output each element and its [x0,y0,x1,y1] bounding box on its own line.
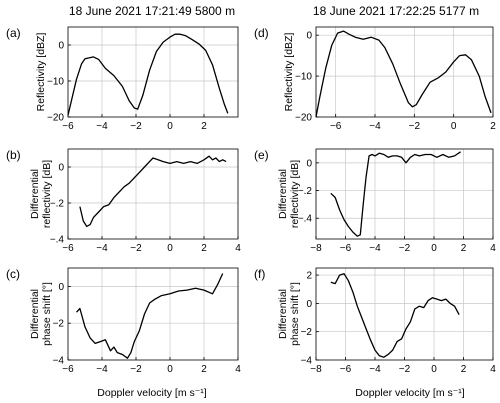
left-x-axis-label: Doppler velocity [m s⁻¹] [97,387,206,399]
x-tick-label: 2 [201,121,207,132]
x-tick-label: 2 [201,364,207,375]
panel-d-line [315,30,492,118]
y-tick-label: −2 [53,319,65,330]
x-tick-label: −4 [96,364,108,375]
right-x-axis-label: Doppler velocity [m s⁻¹] [355,387,464,399]
panel-f-label: (f) [254,267,265,281]
y-tick-label: 0 [58,163,64,174]
panel-e-y-axis-label: reflectivity [dB] [289,160,301,228]
left-column-title: 18 June 2021 17:21:49 5800 m [69,4,235,18]
x-tick-label: −4 [96,243,108,254]
panel-e-y-axis-label: Differential [277,169,289,219]
x-tick-label: −6 [330,121,342,132]
x-tick-label: −2 [130,243,142,254]
x-tick-label: 4 [490,243,496,254]
x-tick-label: −6 [62,121,74,132]
panel-b-y-axis-label: reflectivity [dB] [41,160,53,228]
panel-c-y-axis-label: Differential [29,289,41,339]
x-tick-label: 0 [431,243,437,254]
x-tick-label: 4 [235,364,241,375]
panel-a-label: (a) [6,26,21,40]
x-tick-label: −6 [62,243,74,254]
x-tick-label: −2 [130,364,142,375]
x-tick-label: −6 [62,364,74,375]
panel-f-y-axis-label: phase shift [°] [289,282,301,346]
panel-e-label: (e) [254,148,269,162]
panel-c-frame [67,267,239,361]
x-tick-label: 0 [167,121,173,132]
y-tick-label: −.4 [50,235,65,246]
x-tick-label: −4 [369,364,381,375]
panel-f-y-axis-label: Differential [277,289,289,339]
x-tick-label: 0 [451,121,457,132]
panel-c-y-axis-label: phase shift [°] [41,282,53,346]
y-tick-label: −.2 [298,186,313,197]
y-tick-label: 0 [58,41,64,52]
right-column-title: 18 June 2021 17:22:25 5177 m [313,4,479,18]
x-tick-label: −4 [96,121,108,132]
y-tick-label: −.2 [50,199,65,210]
panel-b-label: (b) [6,148,21,162]
panel-d-y-axis-label: Reflectivity [dBZ] [283,33,295,112]
panel-e-line [330,151,461,237]
panel-b-frame [67,148,239,240]
x-tick-label: −4 [369,243,381,254]
y-tick-label: −.4 [298,214,313,225]
x-tick-label: −2 [399,364,411,375]
x-tick-label: −8 [310,364,322,375]
x-tick-label: −6 [340,243,352,254]
x-tick-label: −6 [340,364,352,375]
x-tick-label: 0 [167,364,173,375]
x-tick-label: 0 [167,243,173,254]
panel-a-y-axis-label: Reflectivity [dBZ] [35,33,47,112]
panel-d-frame [315,26,494,118]
y-tick-label: −2 [301,327,313,338]
x-tick-label: 2 [461,243,467,254]
x-tick-label: −4 [369,121,381,132]
y-tick-label: −10 [47,77,64,88]
panel-c-label: (c) [6,267,20,281]
x-tick-label: 0 [431,364,437,375]
x-tick-label: 2 [201,243,207,254]
x-tick-label: −2 [399,243,411,254]
x-tick-label: −2 [409,121,421,132]
y-tick-label: 0 [306,299,312,310]
panel-a-line [67,33,229,116]
y-tick-label: −20 [295,113,312,124]
y-tick-label: 0 [306,31,312,42]
y-tick-label: 0 [58,282,64,293]
x-tick-label: −2 [130,121,142,132]
y-tick-label: −10 [295,72,312,83]
x-tick-label: 4 [490,364,496,375]
y-tick-label: −4 [301,356,313,367]
x-tick-label: 2 [461,364,467,375]
y-tick-label: 0 [306,158,312,169]
panel-c-line [76,273,224,359]
x-tick-label: 4 [235,243,241,254]
y-tick-label: −20 [47,113,64,124]
x-tick-label: −8 [310,243,322,254]
panel-b-line [79,155,227,228]
panel-b-y-axis-label: Differential [29,169,41,219]
y-tick-label: 2 [306,271,312,282]
panel-a-frame [67,26,239,118]
y-tick-label: −4 [53,356,65,367]
panel-f-line [330,273,460,358]
panel-d-label: (d) [254,26,269,40]
x-tick-label: 2 [490,121,496,132]
